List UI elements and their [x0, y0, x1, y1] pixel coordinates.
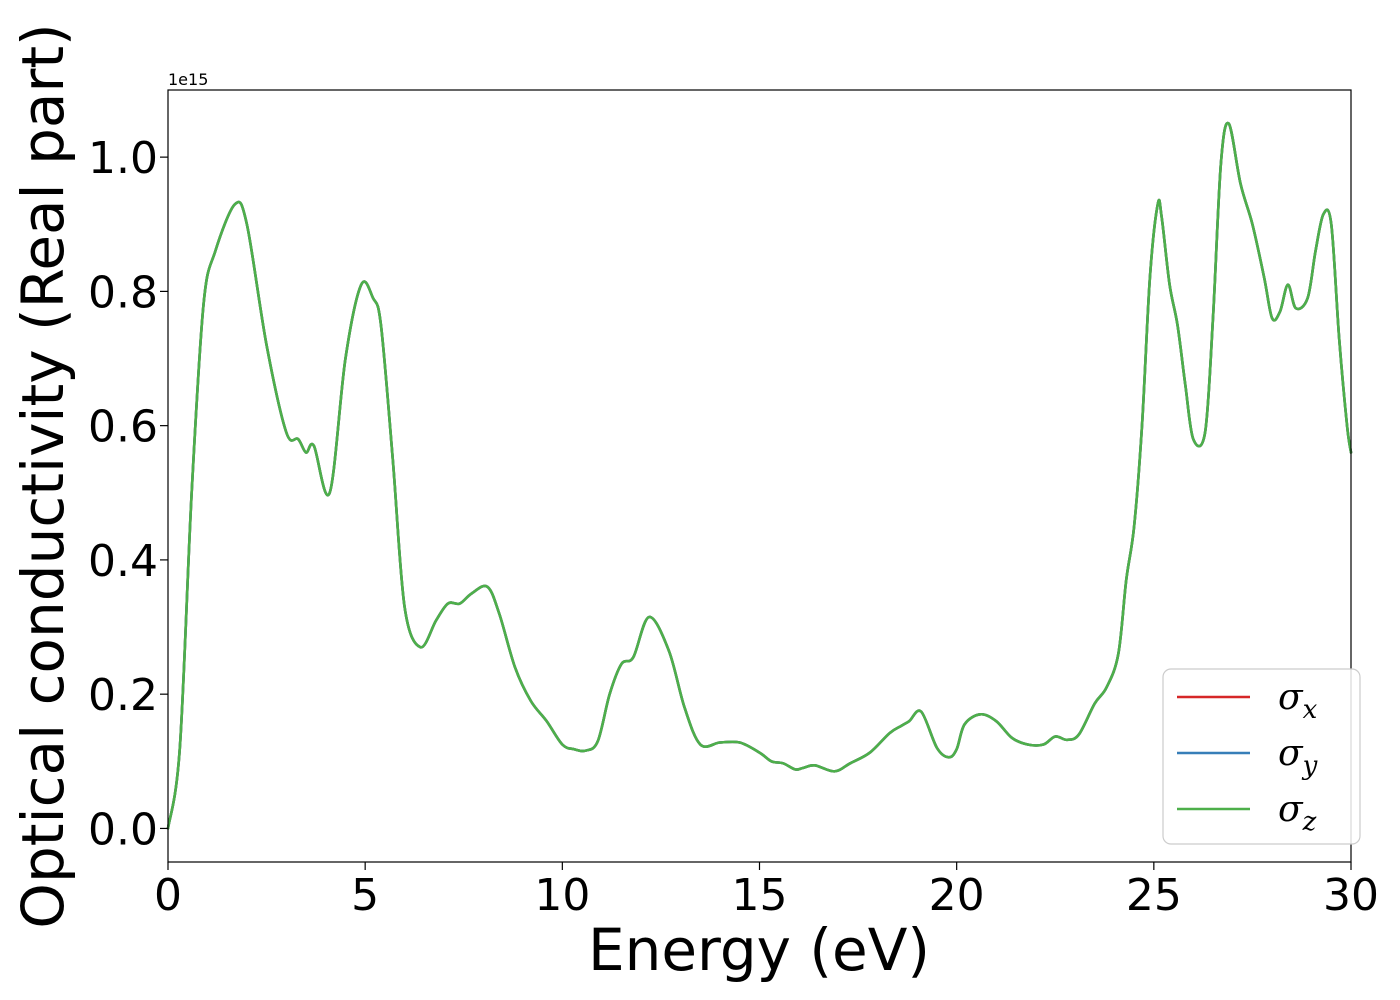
x-tick-label: 30	[1323, 870, 1379, 921]
y-tick-label: 0.0	[88, 804, 158, 855]
x-tick-label: 20	[929, 870, 985, 921]
x-tick-label: 5	[351, 870, 379, 921]
legend-box	[1162, 668, 1361, 845]
y-axis-title: Optical conductivity (Real part)	[9, 23, 77, 928]
y-tick-label: 0.6	[88, 402, 158, 453]
series-layer	[166, 121, 1353, 830]
y-tick-label: 1.0	[88, 133, 158, 184]
x-tick-label: 15	[732, 870, 788, 921]
x-axis-title: Energy (eV)	[588, 916, 930, 984]
x-axis-ticks: 0 5 10 15 20 25 30	[154, 862, 1379, 921]
x-tick-label: 10	[534, 870, 590, 921]
x-tick-label: 0	[154, 870, 182, 921]
y-axis-ticks: 0.0 0.2 0.4 0.6 0.8 1.0	[88, 133, 168, 855]
x-tick-label: 25	[1126, 870, 1182, 921]
y-tick-label: 0.8	[88, 267, 158, 318]
series-line-z	[166, 121, 1353, 830]
y-tick-label: 0.4	[88, 536, 158, 587]
y-offset-label: 1e15	[168, 70, 208, 89]
legend-label-z: σz	[1278, 789, 1317, 837]
y-tick-label: 0.2	[88, 670, 158, 721]
